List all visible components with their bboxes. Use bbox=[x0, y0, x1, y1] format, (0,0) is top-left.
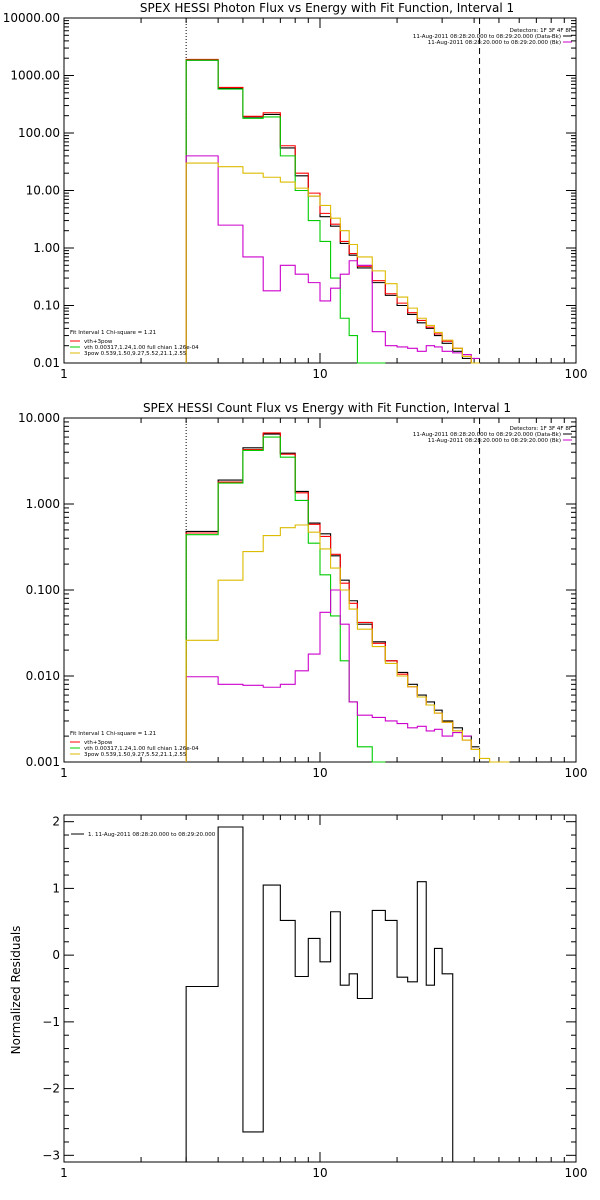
series-lines bbox=[185, 826, 454, 1162]
legend-bk: 11-Aug-2011 08:28:20.000 to 08:29:20.000… bbox=[428, 40, 561, 46]
series-data-bk bbox=[185, 59, 480, 364]
y-tick-label: 100.00 bbox=[18, 126, 60, 140]
x-tick-label: 100 bbox=[565, 766, 588, 780]
y-tick-label: 10.000 bbox=[18, 411, 60, 425]
series-vth-3pow bbox=[185, 58, 480, 364]
x-tick-label: 1 bbox=[60, 766, 68, 780]
series-3pow bbox=[185, 524, 510, 763]
legend-bk: 11-Aug-2011 08:28:20.000 to 08:29:20.000… bbox=[428, 438, 561, 444]
series-3pow bbox=[185, 162, 480, 364]
x-tick-label: 1 bbox=[60, 367, 68, 381]
x-tick-label: 10 bbox=[312, 766, 327, 780]
series-1-11-aug-2011-08-28-20-0 bbox=[185, 826, 454, 1162]
x-tick-label: 10 bbox=[312, 1166, 327, 1180]
legend-bottom: Fit Interval 1 Chi-square = 1.21 vth+3po… bbox=[70, 731, 199, 758]
legend-vth: vth 0.00317,1.24,1.00 full chian 1.26e-0… bbox=[84, 746, 199, 752]
legend-bottom: Fit Interval 1 Chi-square = 1.21 vth+3po… bbox=[70, 330, 199, 357]
y-tick-label: 1 bbox=[52, 881, 60, 895]
y-tick-label: 1.00 bbox=[33, 241, 60, 255]
axis-ticks: 1 10 100 0.01 0.10 1.00 10.00 100.00 1000.00 1000… bbox=[3, 11, 588, 381]
x-tick-label: 1 bbox=[60, 1166, 68, 1180]
legend-detectors: Detectors: 1F 3F 4F 8F bbox=[510, 28, 572, 34]
legend-detectors: Detectors: 1F 3F 4F 8F bbox=[510, 426, 572, 432]
legend-vth: vth 0.00317,1.24,1.00 full chian 1.26e-0… bbox=[84, 345, 199, 351]
series-vth bbox=[185, 59, 386, 364]
legend-data-bk: 11-Aug-2011 08:28:20.000 to 08:29:20.000… bbox=[413, 432, 561, 438]
y-tick-label: 1000.00 bbox=[10, 69, 60, 83]
y-tick-label: −3 bbox=[42, 1148, 60, 1162]
x-tick-label: 100 bbox=[565, 367, 588, 381]
photon-flux-chart: SPEX HESSI Photon Flux vs Energy with Fi… bbox=[3, 1, 588, 381]
axis-ticks: 1 10 100 0.001 0.010 0.100 1.000 10.000 bbox=[18, 411, 587, 780]
plot-frame bbox=[63, 417, 577, 763]
y-tick-label: −1 bbox=[42, 1015, 60, 1029]
legend-vth-3pow: vth+3pow bbox=[84, 740, 113, 746]
vertical-markers bbox=[185, 18, 481, 363]
series-bk bbox=[185, 155, 480, 363]
y-tick-label: 10000.00 bbox=[3, 11, 60, 25]
legend-top: Detectors: 1F 3F 4F 8F 11-Aug-2011 08:28… bbox=[413, 426, 572, 444]
chart-title: SPEX HESSI Photon Flux vs Energy with Fi… bbox=[140, 1, 514, 15]
y-tick-label: 10.00 bbox=[26, 184, 60, 198]
x-tick-label: 10 bbox=[312, 367, 327, 381]
legend-3pow: 3pow 0.539,1.50,9.27,5.52,21.1,2.55 bbox=[84, 752, 187, 758]
series-vth bbox=[185, 436, 386, 763]
y-tick-label: 2 bbox=[52, 815, 60, 829]
y-tick-label: 0.001 bbox=[26, 755, 60, 769]
y-tick-label: −2 bbox=[42, 1082, 60, 1096]
chart-title: SPEX HESSI Count Flux vs Energy with Fit… bbox=[143, 401, 511, 415]
legend-data-bk: 11-Aug-2011 08:28:20.000 to 08:29:20.000… bbox=[413, 34, 561, 40]
y-tick-label: 0.100 bbox=[26, 583, 60, 597]
plot-frame bbox=[63, 17, 577, 364]
legend-fit-interval: Fit Interval 1 Chi-square = 1.21 bbox=[70, 731, 156, 737]
plot-frame bbox=[63, 814, 577, 1163]
y-tick-label: 0 bbox=[52, 948, 60, 962]
count-flux-chart: SPEX HESSI Count Flux vs Energy with Fit… bbox=[18, 401, 587, 780]
y-tick-label: 0.10 bbox=[33, 299, 60, 313]
y-axis-label: Normalized Residuals bbox=[9, 926, 23, 1055]
series-lines bbox=[185, 432, 510, 763]
series-lines bbox=[185, 58, 480, 364]
legend-label: 1. 11-Aug-2011 08:28:20.000 to 08:29:20.… bbox=[88, 832, 216, 838]
x-tick-label: 100 bbox=[565, 1166, 588, 1180]
y-tick-label: 0.01 bbox=[33, 356, 60, 370]
y-tick-label: 0.010 bbox=[26, 669, 60, 683]
legend-3pow: 3pow 0.539,1.50,9.27,5.52,21.1,2.55 bbox=[84, 351, 187, 357]
legend-top: Detectors: 1F 3F 4F 8F 11-Aug-2011 08:28… bbox=[413, 28, 572, 46]
legend-vth-3pow: vth+3pow bbox=[84, 339, 113, 345]
axis-ticks: 1 10 100 −3 −2 −1 0 1 2 bbox=[42, 815, 587, 1180]
legend-fit-interval: Fit Interval 1 Chi-square = 1.21 bbox=[70, 330, 156, 336]
series-bk bbox=[185, 589, 472, 762]
residuals-chart: Normalized Residuals 1 10 100 −3 −2 −1 0 1 2 1. … bbox=[9, 814, 587, 1180]
y-tick-label: 1.000 bbox=[26, 497, 60, 511]
legend: 1. 11-Aug-2011 08:28:20.000 to 08:29:20.… bbox=[71, 832, 216, 838]
